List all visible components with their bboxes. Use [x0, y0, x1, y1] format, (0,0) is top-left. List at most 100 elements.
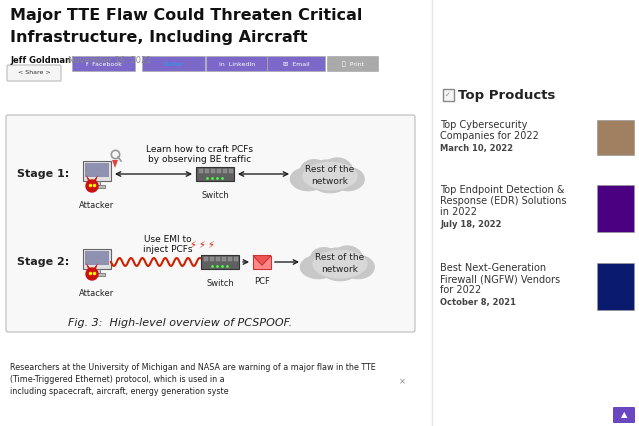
Polygon shape	[86, 263, 91, 269]
Ellipse shape	[310, 165, 350, 193]
Text: Attacker: Attacker	[79, 201, 114, 210]
Ellipse shape	[303, 162, 357, 190]
Bar	[597, 120, 634, 155]
Bar	[89, 185, 105, 187]
Text: Companies for 2022: Companies for 2022	[440, 131, 539, 141]
Polygon shape	[86, 175, 91, 181]
Bar	[217, 169, 221, 173]
FancyBboxPatch shape	[268, 57, 325, 72]
Text: in  LinkedIn: in LinkedIn	[219, 61, 255, 66]
Text: Attacker: Attacker	[79, 289, 114, 298]
Polygon shape	[253, 256, 271, 265]
Text: Fig. 3:  High-level overview of PCSPOOF.: Fig. 3: High-level overview of PCSPOOF.	[68, 318, 292, 328]
Ellipse shape	[322, 158, 352, 183]
Text: July 18, 2022: July 18, 2022	[440, 220, 502, 229]
Bar	[216, 257, 220, 261]
Text: Stage 1:: Stage 1:	[17, 169, 69, 179]
Polygon shape	[112, 160, 118, 168]
Text: Switch: Switch	[201, 191, 229, 200]
Text: Rest of the: Rest of the	[316, 253, 365, 262]
Text: by observing BE traffic: by observing BE traffic	[148, 155, 252, 164]
Text: ×: ×	[399, 377, 406, 386]
Text: network: network	[321, 265, 358, 273]
Bar	[205, 169, 209, 173]
Text: (Time-Triggered Ethernet) protocol, which is used in a: (Time-Triggered Ethernet) protocol, whic…	[10, 375, 225, 384]
Bar	[83, 161, 111, 181]
Bar	[222, 257, 226, 261]
Ellipse shape	[313, 250, 367, 278]
Bar	[201, 255, 239, 269]
Text: Top Cybersecurity: Top Cybersecurity	[440, 120, 527, 130]
Ellipse shape	[332, 246, 362, 271]
Text: PCF: PCF	[254, 277, 270, 286]
Bar	[597, 185, 634, 232]
FancyBboxPatch shape	[142, 57, 206, 72]
Text: Use EMI to: Use EMI to	[144, 234, 192, 244]
Text: Top Endpoint Detection &: Top Endpoint Detection &	[440, 185, 564, 195]
Ellipse shape	[300, 256, 336, 279]
Text: Infrastructure, Including Aircraft: Infrastructure, Including Aircraft	[10, 30, 307, 45]
FancyBboxPatch shape	[6, 115, 415, 332]
Bar	[95, 181, 100, 185]
Circle shape	[86, 268, 98, 280]
FancyBboxPatch shape	[328, 57, 378, 72]
Bar	[196, 167, 234, 181]
Text: Twitter: Twitter	[164, 61, 185, 66]
Text: ▲: ▲	[620, 411, 627, 420]
Bar	[229, 169, 233, 173]
Ellipse shape	[320, 253, 360, 281]
FancyBboxPatch shape	[206, 57, 268, 72]
FancyBboxPatch shape	[613, 407, 635, 423]
Bar	[83, 249, 111, 269]
Text: for 2022: for 2022	[440, 285, 481, 295]
Bar	[223, 169, 227, 173]
Bar	[8, 360, 398, 415]
Bar	[85, 251, 109, 265]
Text: Switch: Switch	[206, 279, 234, 288]
Text: Learn how to craft PCFs: Learn how to craft PCFs	[146, 144, 254, 153]
Text: 🖨  Print: 🖨 Print	[342, 61, 364, 67]
Bar	[234, 257, 238, 261]
Text: Response (EDR) Solutions: Response (EDR) Solutions	[440, 196, 567, 206]
Text: March 10, 2022: March 10, 2022	[440, 144, 513, 153]
Bar	[443, 89, 454, 101]
Text: ✉  Email: ✉ Email	[283, 61, 310, 66]
Ellipse shape	[311, 248, 338, 270]
Bar	[253, 256, 271, 268]
Bar	[199, 169, 203, 173]
Bar	[204, 257, 208, 261]
Text: in 2022: in 2022	[440, 207, 477, 217]
Text: inject PCFs: inject PCFs	[143, 245, 193, 254]
Text: network: network	[312, 176, 348, 185]
Text: ⚡: ⚡	[208, 240, 215, 250]
Bar	[85, 163, 109, 177]
Text: Top Products: Top Products	[458, 89, 555, 101]
Ellipse shape	[324, 248, 349, 269]
Text: ⚡: ⚡	[199, 240, 205, 250]
Circle shape	[86, 180, 98, 192]
Ellipse shape	[314, 160, 339, 181]
Text: Jeff Goldman: Jeff Goldman	[10, 56, 71, 65]
Ellipse shape	[290, 167, 327, 190]
Bar	[211, 169, 215, 173]
Text: including spacecraft, aircraft, energy generation syste: including spacecraft, aircraft, energy g…	[10, 387, 229, 396]
Text: Best Next-Generation: Best Next-Generation	[440, 263, 546, 273]
FancyBboxPatch shape	[7, 65, 61, 81]
Text: November 16, 2022: November 16, 2022	[68, 56, 151, 65]
Polygon shape	[93, 175, 98, 181]
Bar	[95, 269, 100, 273]
Text: October 8, 2021: October 8, 2021	[440, 298, 516, 307]
Ellipse shape	[300, 160, 328, 181]
Polygon shape	[93, 263, 98, 269]
Text: Major TTE Flaw Could Threaten Critical: Major TTE Flaw Could Threaten Critical	[10, 8, 362, 23]
Text: ✓: ✓	[445, 92, 451, 98]
Text: ⚡: ⚡	[190, 240, 196, 250]
Bar	[89, 273, 105, 276]
Bar	[597, 263, 634, 310]
Text: Rest of the: Rest of the	[305, 165, 355, 175]
Bar	[210, 257, 214, 261]
Text: f  Facebook: f Facebook	[86, 61, 122, 66]
Ellipse shape	[342, 256, 374, 279]
Text: Stage 2:: Stage 2:	[17, 257, 69, 267]
Text: Researchers at the University of Michigan and NASA are warning of a major flaw i: Researchers at the University of Michiga…	[10, 363, 376, 372]
